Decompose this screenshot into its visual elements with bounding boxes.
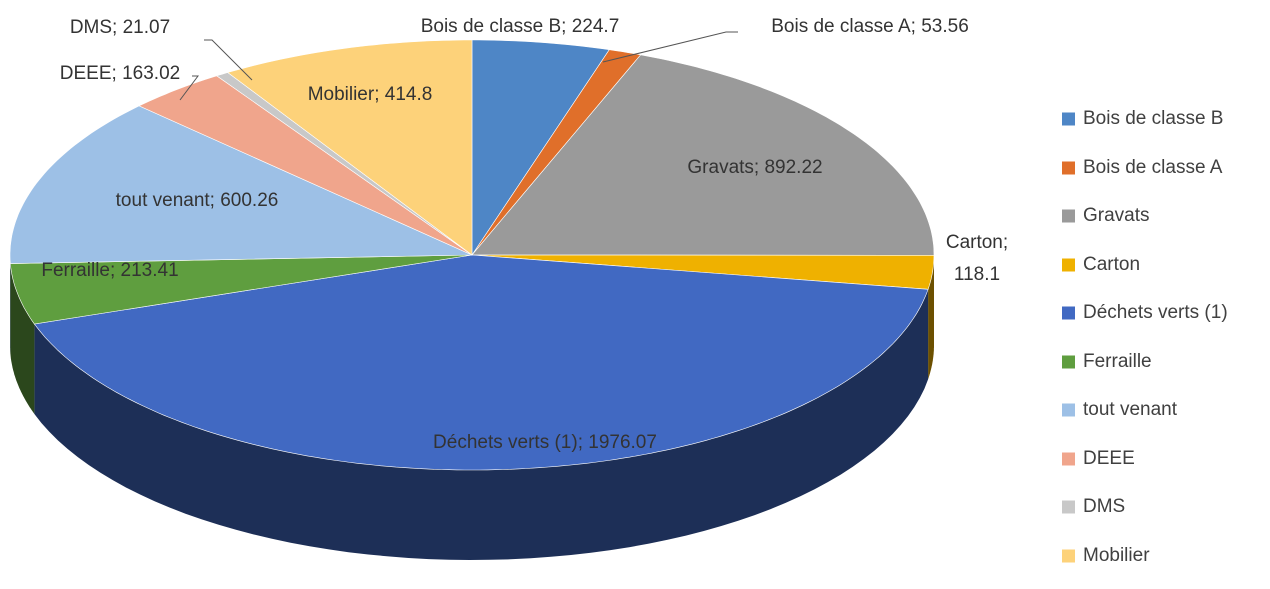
legend-label: Bois de classe B xyxy=(1083,108,1224,129)
leader-line xyxy=(179,75,199,101)
data-label: Bois de classe A; 53.56 xyxy=(771,16,969,37)
data-label: Déchets verts (1); 1976.07 xyxy=(433,432,657,453)
legend-swatch xyxy=(1062,161,1075,174)
legend-label: Bois de classe A xyxy=(1083,156,1223,178)
legend-label: DEEE xyxy=(1083,447,1135,469)
data-label: Carton; 118.1 xyxy=(945,232,1009,285)
legend-swatch xyxy=(1062,209,1075,223)
legend-label: DMS xyxy=(1083,496,1126,517)
legend-label: Carton xyxy=(1083,253,1141,275)
slice xyxy=(138,75,473,256)
data-label: Mobilier; 414.8 xyxy=(307,84,433,105)
legend-swatch xyxy=(1062,112,1075,126)
slice-side xyxy=(928,255,934,380)
leader-line xyxy=(204,39,253,81)
legend-label: Ferraille xyxy=(1083,350,1152,372)
data-label: tout venant; 600.26 xyxy=(115,190,279,211)
data-label: Gravats; 892.22 xyxy=(687,157,823,178)
slice xyxy=(33,254,929,471)
legend-swatch xyxy=(1062,403,1075,417)
legend-label: tout venant xyxy=(1083,399,1178,420)
slice-side xyxy=(10,263,35,414)
legend-swatch xyxy=(1062,355,1075,368)
slice xyxy=(9,105,473,264)
legend-label: Gravats xyxy=(1083,205,1150,226)
legend-swatch xyxy=(1062,452,1075,465)
legend-swatch xyxy=(1062,549,1075,562)
slice xyxy=(227,39,473,256)
slice-side xyxy=(34,289,929,560)
legend-label: Déchets verts (1) xyxy=(1083,302,1228,323)
legend-swatch xyxy=(1062,500,1075,514)
slice xyxy=(471,39,610,256)
data-label: DMS; 21.07 xyxy=(69,17,171,38)
data-label: DEEE; 163.02 xyxy=(59,63,181,84)
slice xyxy=(10,254,473,325)
data-label: Ferraille; 213.41 xyxy=(41,260,179,281)
legend-swatch xyxy=(1062,258,1075,271)
slice xyxy=(471,54,935,256)
leader-line xyxy=(602,31,738,63)
data-label: Bois de classe B; 224.7 xyxy=(420,16,620,37)
legend-swatch xyxy=(1062,306,1075,320)
slice xyxy=(471,49,642,256)
legend-label: Mobilier xyxy=(1083,544,1150,566)
